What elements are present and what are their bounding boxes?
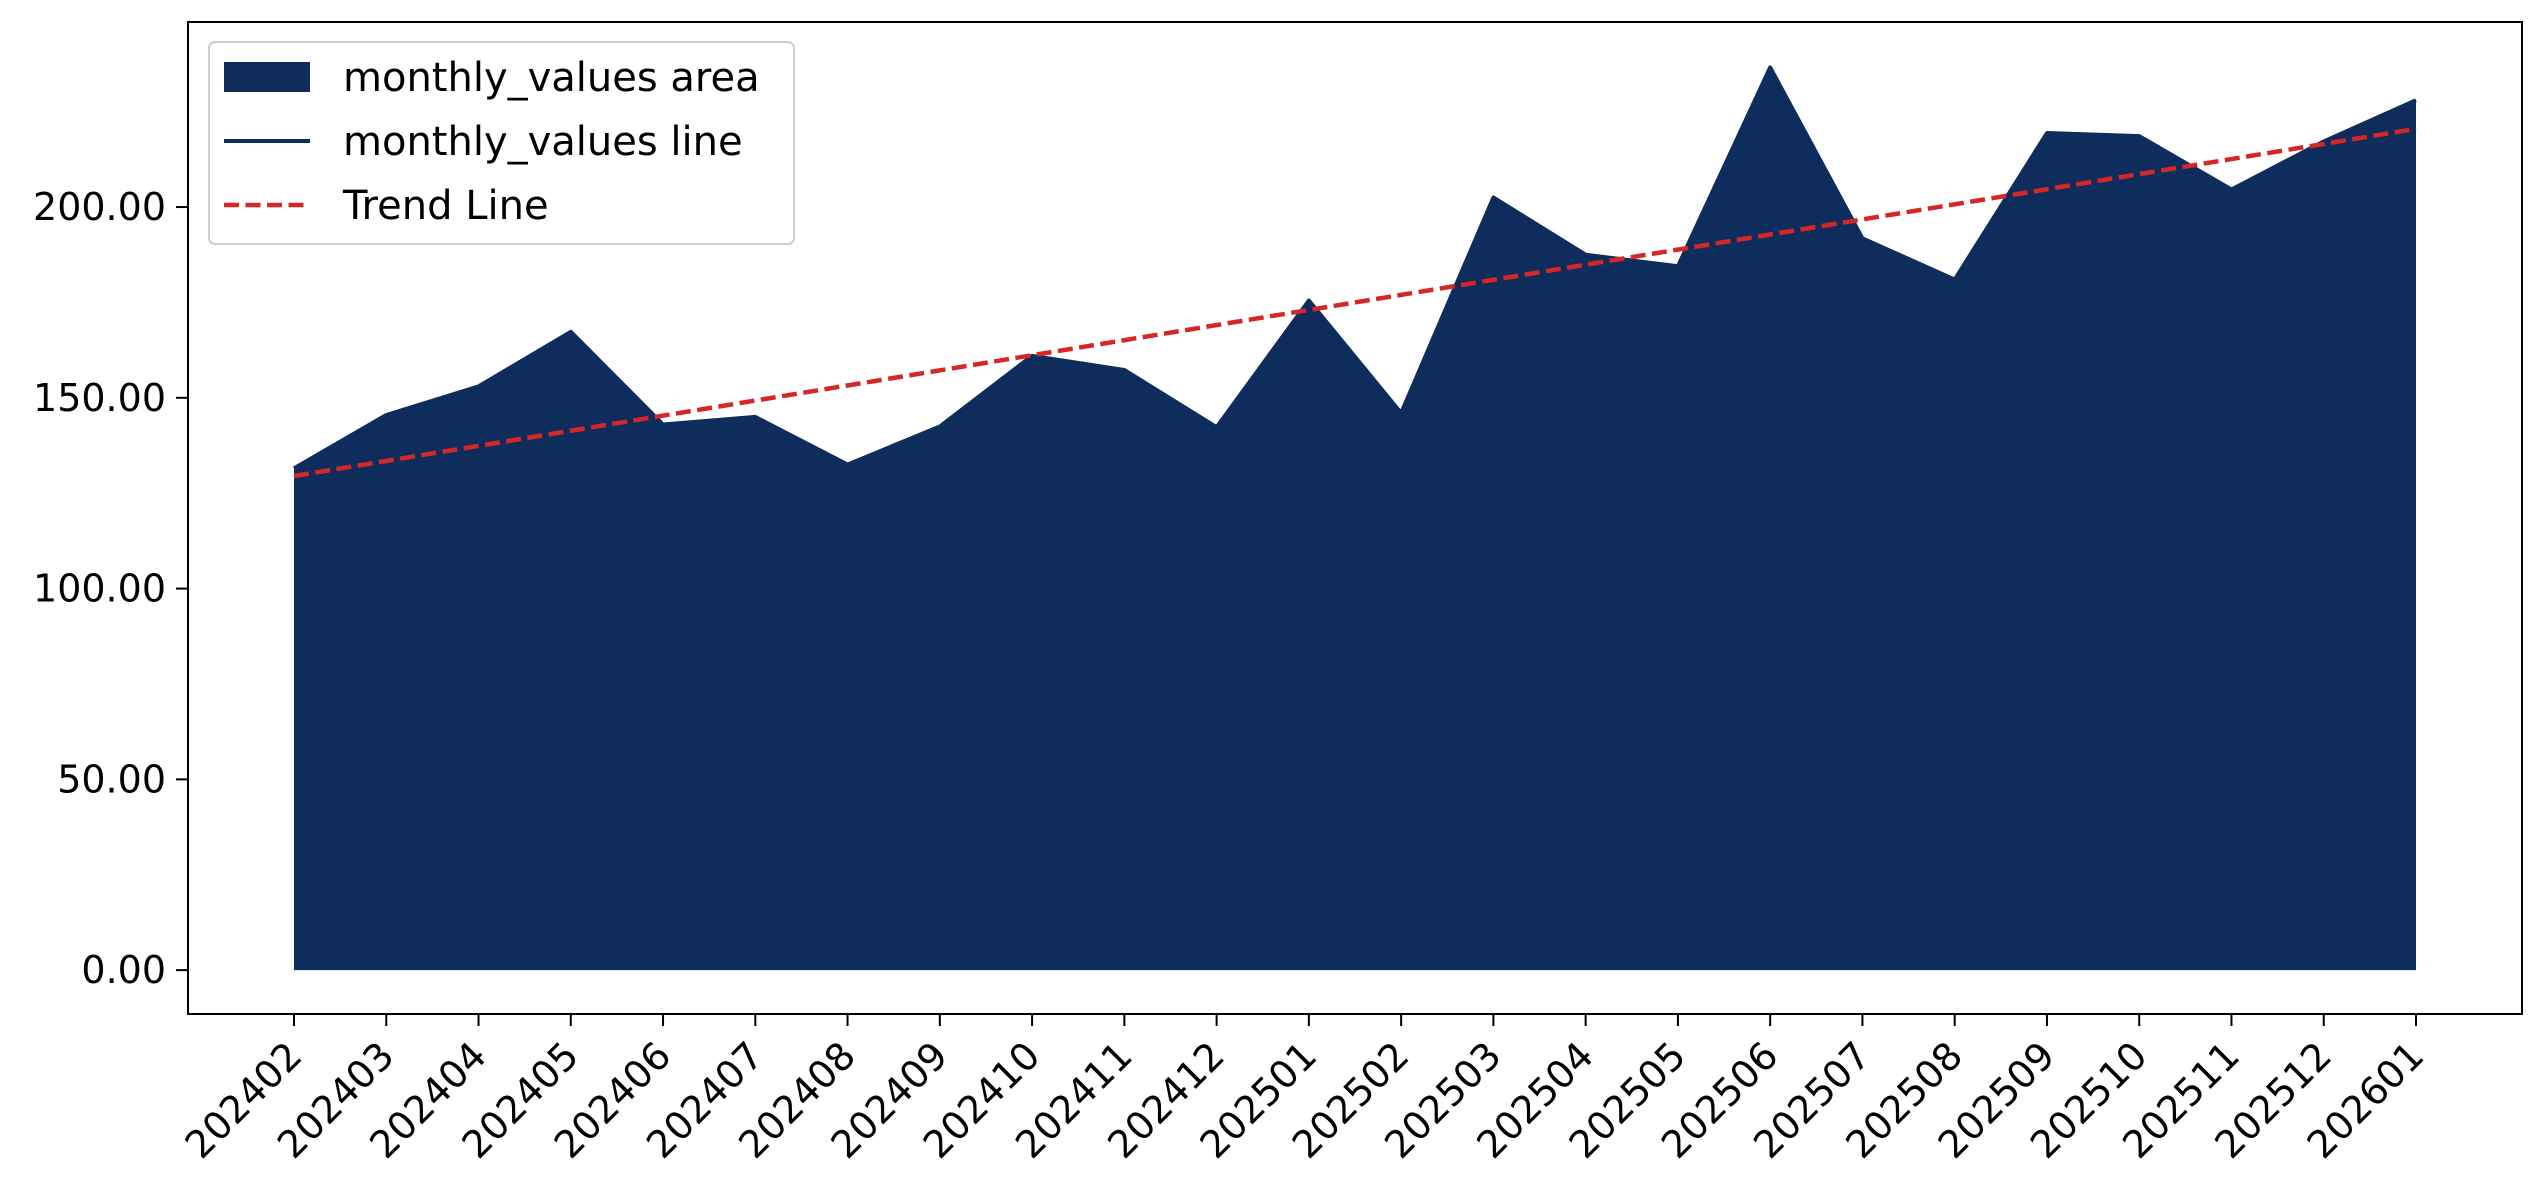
- plot-layer: [292, 65, 2417, 971]
- series-line: [292, 65, 2417, 471]
- y-tick-label: 200.00: [33, 185, 166, 229]
- y-tick-label: 0.00: [81, 948, 166, 992]
- legend-box: [208, 41, 795, 245]
- trend-line: [293, 126, 2417, 479]
- legend-label: monthly_values area: [343, 55, 760, 101]
- legend: monthly_values area monthly_values line Tr…: [208, 41, 795, 245]
- legend-label: Trend Line: [342, 183, 549, 229]
- legend-swatch-area: [224, 62, 310, 92]
- area-fill: [294, 67, 2416, 971]
- axes-frame: [187, 21, 2523, 1015]
- y-tick-label: 50.00: [57, 757, 166, 801]
- y-tick-label: 100.00: [33, 567, 166, 611]
- legend-label: monthly_values line: [343, 119, 743, 165]
- y-tick-label: 150.00: [33, 376, 166, 420]
